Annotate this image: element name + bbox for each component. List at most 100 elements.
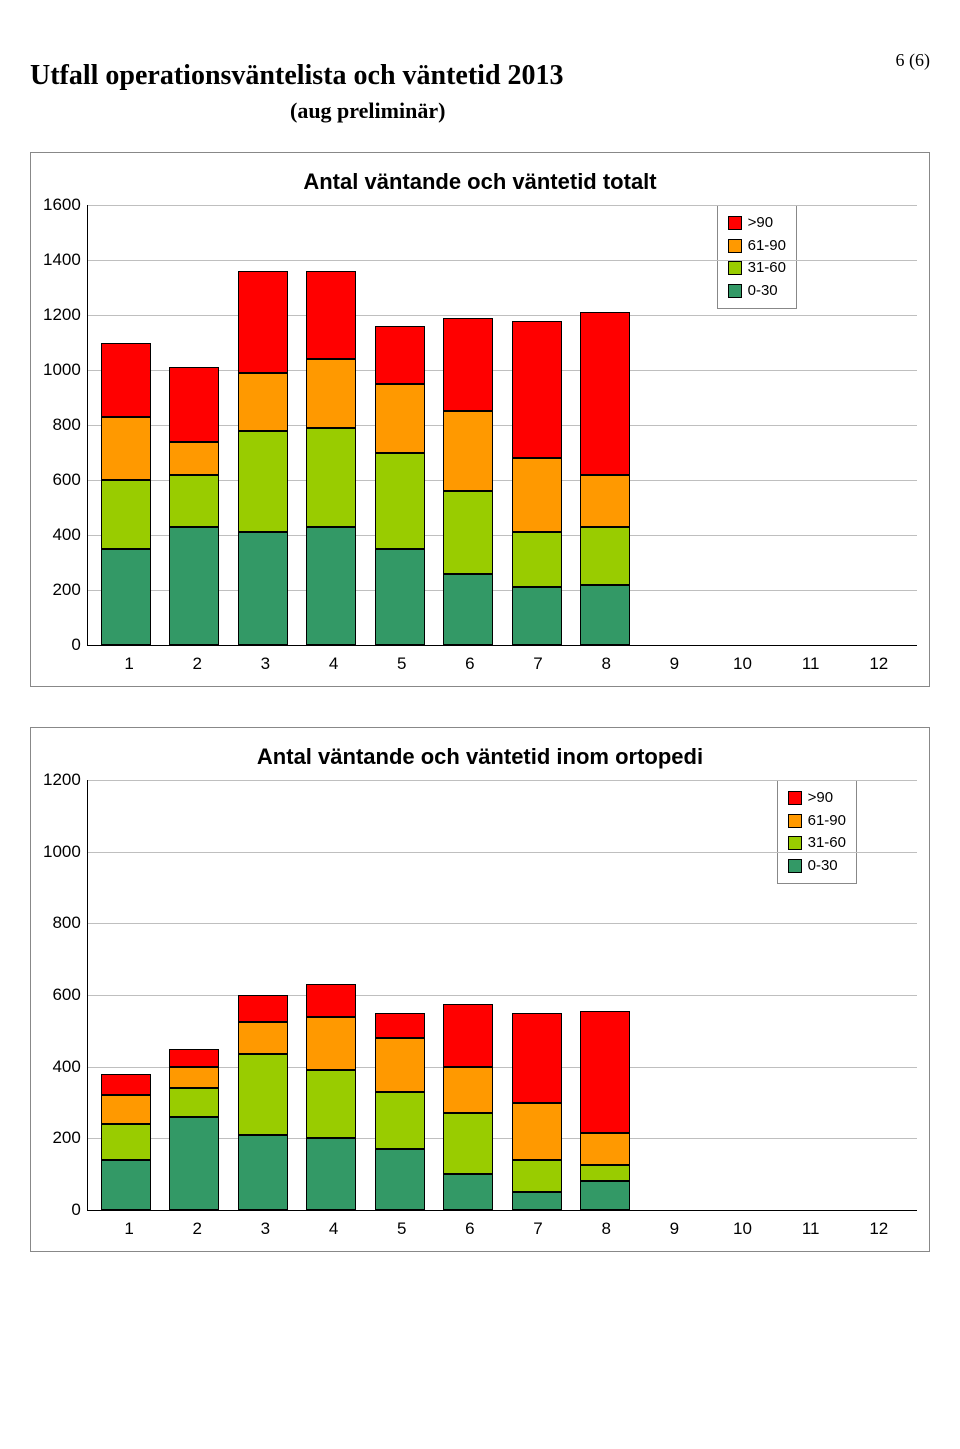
x-tick-label: 8 [581, 654, 631, 674]
bar [306, 984, 356, 1210]
x-tick-label: 10 [717, 1219, 767, 1239]
bar [238, 271, 288, 645]
bar-segment [238, 1135, 288, 1210]
bar-segment [306, 984, 356, 1016]
x-tick-label: 7 [513, 1219, 563, 1239]
bar-segment [169, 1117, 219, 1210]
bar [238, 995, 288, 1210]
bar-segment [375, 1149, 425, 1210]
bar-segment [512, 1013, 562, 1103]
x-tick-label: 4 [309, 1219, 359, 1239]
bar [169, 367, 219, 645]
bar-segment [101, 343, 151, 417]
bar-segment [306, 1070, 356, 1138]
bar-segment [443, 1174, 493, 1210]
bar-segment [306, 1017, 356, 1071]
bar-segment [443, 491, 493, 574]
bar-segment [443, 1067, 493, 1114]
bar [443, 318, 493, 645]
bar-segment [580, 1011, 630, 1133]
bar-segment [512, 1160, 562, 1192]
bar-segment [169, 527, 219, 645]
bar [169, 1049, 219, 1210]
x-tick-label: 10 [717, 654, 767, 674]
bar [512, 321, 562, 646]
bar [306, 271, 356, 645]
bar-segment [443, 1004, 493, 1067]
x-tick-label: 2 [172, 654, 222, 674]
bar-segment [101, 1160, 151, 1210]
bar-segment [101, 417, 151, 480]
bar [101, 343, 151, 646]
bar-segment [443, 574, 493, 646]
bar-segment [512, 1192, 562, 1210]
bar-segment [580, 585, 630, 646]
x-tick-label: 5 [377, 1219, 427, 1239]
bar-segment [101, 480, 151, 549]
x-tick-label: 6 [445, 654, 495, 674]
bar-segment [512, 1103, 562, 1160]
y-axis: 120010008006004002000 [43, 780, 87, 1210]
y-axis: 16001400120010008006004002000 [43, 205, 87, 645]
bar-segment [375, 1038, 425, 1092]
bar-segment [375, 326, 425, 384]
bar-segment [169, 1088, 219, 1117]
bar-segment [169, 367, 219, 441]
x-tick-label: 4 [309, 654, 359, 674]
bar-segment [375, 1013, 425, 1038]
plot-area [87, 780, 917, 1211]
bar-segment [580, 1181, 630, 1210]
bar [101, 1074, 151, 1210]
chart-1: Antal väntande och väntetid totalt >9061… [30, 152, 930, 687]
bar-segment [169, 475, 219, 527]
x-tick-label: 9 [649, 654, 699, 674]
x-tick-label: 3 [240, 1219, 290, 1239]
x-tick-label: 11 [786, 1219, 836, 1239]
bar [375, 1013, 425, 1210]
x-tick-label: 7 [513, 654, 563, 674]
bar-segment [306, 271, 356, 359]
bar-segment [238, 431, 288, 533]
bar-segment [375, 549, 425, 645]
x-axis: 123456789101112 [91, 654, 917, 674]
bars-container [88, 205, 917, 645]
bar-segment [238, 373, 288, 431]
x-tick-label: 11 [786, 654, 836, 674]
bar [580, 1011, 630, 1210]
bar-segment [101, 1095, 151, 1124]
bar-segment [238, 995, 288, 1022]
x-tick-label: 12 [854, 654, 904, 674]
x-tick-label: 12 [854, 1219, 904, 1239]
bar-segment [375, 384, 425, 453]
chart-1-title: Antal väntande och väntetid totalt [43, 169, 917, 195]
x-tick-label: 9 [649, 1219, 699, 1239]
plot-area [87, 205, 917, 646]
bar-segment [238, 1022, 288, 1054]
x-tick-label: 1 [104, 654, 154, 674]
bar-segment [169, 1067, 219, 1089]
x-tick-label: 1 [104, 1219, 154, 1239]
bar-segment [169, 442, 219, 475]
page-title: Utfall operationsväntelista och väntetid… [30, 60, 930, 92]
bar-segment [101, 549, 151, 645]
bar [443, 1004, 493, 1210]
bar-segment [169, 1049, 219, 1067]
bar [375, 326, 425, 645]
chart-2-title: Antal väntande och väntetid inom ortoped… [43, 744, 917, 770]
bar [512, 1013, 562, 1210]
bar-segment [306, 428, 356, 527]
bar-segment [443, 411, 493, 491]
bar-segment [512, 458, 562, 532]
bar-segment [580, 312, 630, 474]
page-subtitle: (aug preliminär) [290, 98, 930, 124]
page-number: 6 (6) [896, 50, 931, 71]
x-tick-label: 2 [172, 1219, 222, 1239]
bar [580, 312, 630, 645]
bar-segment [580, 475, 630, 527]
bar-segment [238, 532, 288, 645]
bar-segment [580, 1133, 630, 1165]
bar-segment [375, 453, 425, 549]
bar-segment [238, 271, 288, 373]
bar-segment [306, 527, 356, 645]
bar-segment [306, 1138, 356, 1210]
